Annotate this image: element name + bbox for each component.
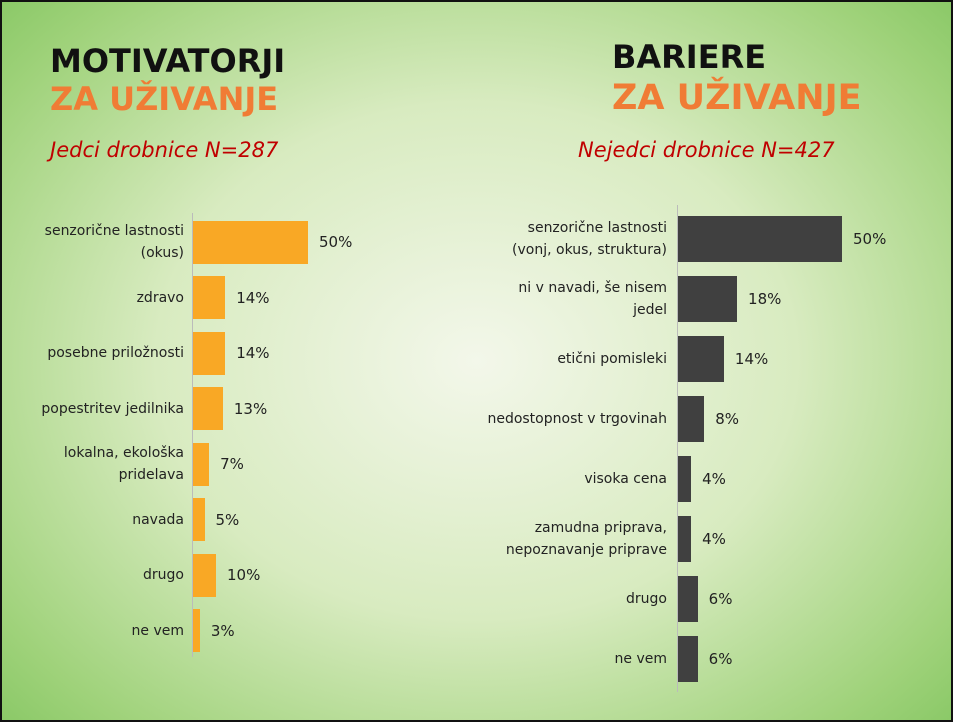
category-label: senzorične lastnosti (vonj, okus, strukt… <box>512 220 667 258</box>
chart-title: ZA UŽIVANJE <box>50 80 279 118</box>
bar <box>678 516 692 562</box>
category-label: drugo <box>626 591 667 607</box>
bar <box>678 216 842 262</box>
axis-line <box>677 205 678 692</box>
value-label: 5% <box>215 510 240 529</box>
axis-line <box>192 213 193 657</box>
bar <box>193 331 226 375</box>
bar <box>678 336 724 382</box>
value-label: 7% <box>220 455 244 473</box>
category-label: visoka cena <box>584 471 667 487</box>
value-label: 4% <box>702 470 726 488</box>
value-label: 13% <box>233 399 268 418</box>
bar <box>678 276 738 322</box>
bar <box>193 553 216 597</box>
value-label: 6% <box>708 650 733 668</box>
category-label: popestritev jedilnika <box>41 400 184 417</box>
value-label: 50% <box>319 233 353 251</box>
value-label: 8% <box>715 410 740 428</box>
category-label: zdravo <box>136 289 184 306</box>
value-label: 14% <box>734 350 769 368</box>
category-label: navada <box>132 511 184 528</box>
category-label: senzorične lastnosti (okus) <box>44 223 184 261</box>
bar <box>678 456 692 502</box>
category-label: lokalna, ekološka pridelava <box>63 445 184 483</box>
value-label: 18% <box>748 290 782 308</box>
value-label: 50% <box>853 230 887 248</box>
category-label: ni v navadi, še nisem jedel <box>518 280 667 318</box>
value-label: 4% <box>702 530 726 548</box>
value-label: 10% <box>227 566 261 584</box>
bar <box>193 609 200 652</box>
category-label: zamudna priprava, nepoznavanje priprave <box>505 520 667 558</box>
value-label: 3% <box>210 621 235 640</box>
bar <box>193 276 226 319</box>
bar <box>193 387 223 430</box>
bar <box>678 636 698 682</box>
category-label: posebne priložnosti <box>47 345 184 361</box>
value-label: 6% <box>708 590 733 608</box>
bar <box>678 396 705 442</box>
chart-title: BARIERE <box>612 38 767 76</box>
category-label: nedostopnost v trgovinah <box>487 411 667 427</box>
category-label: etični pomisleki <box>557 351 667 367</box>
bar <box>193 442 210 486</box>
category-label: drugo <box>143 567 184 583</box>
bar <box>193 220 308 264</box>
value-label: 14% <box>236 344 270 362</box>
category-label: ne vem <box>131 622 184 639</box>
chart-subtitle: Nejedci drobnice N=427 <box>578 138 835 162</box>
value-label: 14% <box>236 288 270 307</box>
category-label: ne vem <box>614 651 667 667</box>
chart-title: ZA UŽIVANJE <box>612 78 862 118</box>
chart-title: MOTIVATORJI <box>50 42 286 80</box>
bar <box>678 576 698 622</box>
chart-subtitle: Jedci drobnice N=287 <box>50 138 279 162</box>
bar <box>193 498 205 541</box>
